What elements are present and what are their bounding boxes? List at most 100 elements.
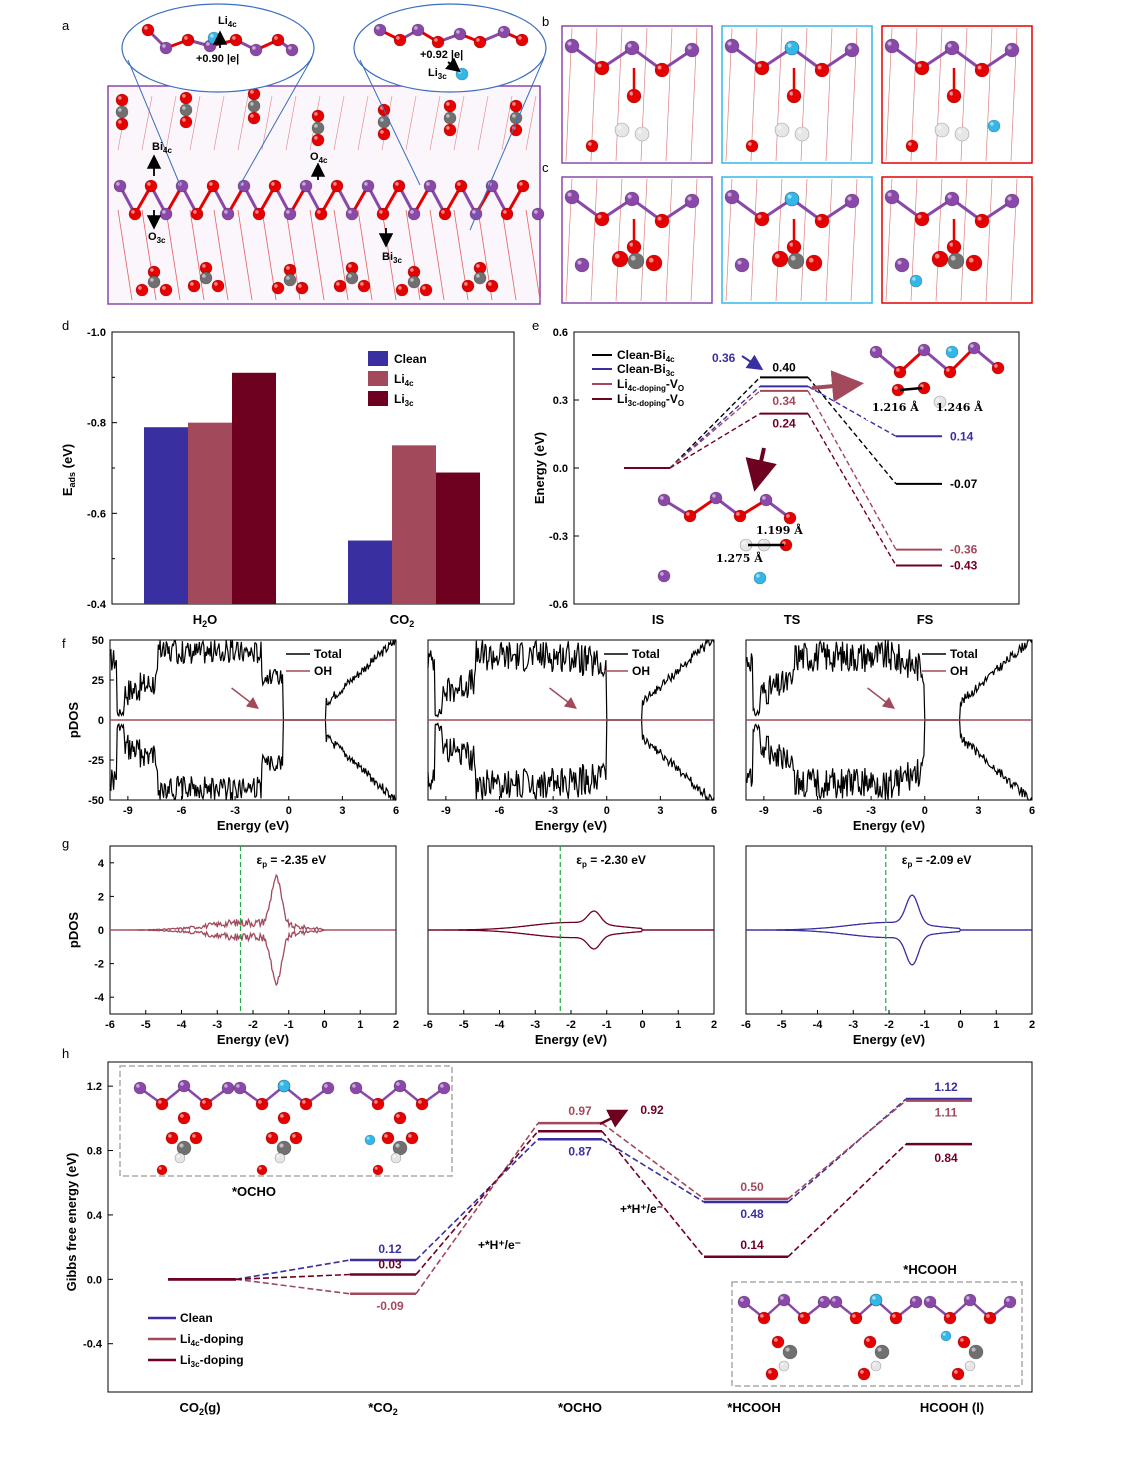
h-x-tick-co2g: CO2(g) <box>179 1400 220 1417</box>
wire-line <box>665 178 673 302</box>
c-atom <box>311 121 325 135</box>
wire-line <box>189 209 205 301</box>
o-atom-highlight <box>422 286 426 290</box>
label-charge-2: +0.92 |e| <box>420 49 463 61</box>
o-atom-highlight <box>946 1314 950 1318</box>
o-atom-highlight <box>286 266 290 270</box>
h-atom-highlight <box>872 1362 876 1366</box>
o-atom <box>135 283 149 297</box>
o-atom-highlight <box>162 286 166 290</box>
e-label-ts-li4c: 0.34 <box>772 394 796 408</box>
d-bar-Li4c-CO2 <box>392 445 436 604</box>
wire-line <box>590 27 598 162</box>
o-atom-highlight <box>588 142 592 146</box>
h-atom <box>934 122 950 138</box>
o-atom <box>190 207 204 221</box>
h-value-c2: 0.87 <box>568 1144 592 1158</box>
c-atom <box>443 111 457 125</box>
bi-atom-highlight <box>947 43 952 48</box>
bi-atom-highlight <box>440 1084 444 1088</box>
h-atom-highlight <box>937 125 942 130</box>
bi-atom <box>133 1081 147 1095</box>
c-atom-highlight <box>785 1347 790 1352</box>
e-inset-atoms <box>657 341 1005 585</box>
h-x-tick-ocho: *OCHO <box>558 1400 602 1415</box>
o-atom <box>754 211 770 227</box>
o-atom <box>256 1164 268 1176</box>
li-atom-highlight <box>756 574 760 578</box>
o-atom <box>392 179 406 193</box>
d-legend-li4c: Li4c <box>394 372 414 388</box>
bi-atom <box>564 38 580 54</box>
bi-atom-highlight <box>627 43 632 48</box>
e-arrow-to-inset-2 <box>745 447 777 492</box>
o-atom-highlight <box>398 286 402 290</box>
li-atom <box>869 1293 883 1307</box>
d-y-axis-label: Eads (eV) <box>60 444 77 496</box>
o-atom-highlight <box>786 514 790 518</box>
o-atom-highlight <box>147 182 151 186</box>
bi-atom <box>657 569 671 583</box>
bi-atom <box>1004 42 1020 58</box>
o-atom <box>683 509 697 523</box>
o-atom <box>893 365 907 379</box>
o-atom <box>733 509 747 523</box>
li-atom-highlight <box>912 277 916 281</box>
o-atom <box>405 1131 419 1145</box>
panel-h-free-energy: -0.40.00.40.81.2 0.120.03-0.090.970.870.… <box>64 1061 1033 1417</box>
o-atom-highlight <box>348 264 352 268</box>
g-x-tick-label: -6 <box>741 1019 751 1031</box>
bi-atom <box>373 23 387 37</box>
li-atom-highlight <box>280 1082 284 1086</box>
h-legend-clean: Clean <box>180 1311 213 1325</box>
h-connector-Li4c-doping <box>415 1122 539 1295</box>
c-atom <box>473 271 487 285</box>
o-atom-highlight <box>250 114 254 118</box>
o-atom-highlight <box>202 1100 206 1104</box>
o-atom <box>594 211 610 227</box>
o-atom <box>333 279 347 293</box>
bi-atom <box>285 43 299 57</box>
label-bi4c: Bi4c <box>152 141 172 155</box>
o-atom <box>797 1311 811 1325</box>
e-arrow-036 <box>741 354 764 371</box>
f-x-tick-label: -3 <box>866 805 876 817</box>
bi-atom-highlight <box>897 260 902 265</box>
h-atom <box>954 126 970 142</box>
wire-line <box>825 178 833 302</box>
o-atom <box>454 179 468 193</box>
zoom-bubble-left <box>121 3 315 93</box>
f-x-tick-label: -6 <box>813 805 823 817</box>
f-legend-oh: OH <box>314 664 332 678</box>
o-atom-highlight <box>503 210 507 214</box>
label-o3c: O3c <box>148 231 166 245</box>
h-value-l43: 0.50 <box>740 1180 764 1194</box>
g-x-tick-label: -6 <box>105 1019 115 1031</box>
li-atom <box>909 274 923 288</box>
o-atom <box>473 35 487 49</box>
o-atom-highlight <box>193 210 197 214</box>
o-atom <box>181 33 195 47</box>
f-total-dos-down <box>427 719 715 802</box>
f-x-tick-label: 0 <box>604 805 610 817</box>
h-connector-Li3c-doping <box>235 1273 351 1281</box>
h-value-c3: 0.48 <box>740 1207 764 1221</box>
panel-bc-snapshots <box>561 25 1033 304</box>
o-atom <box>585 139 599 153</box>
o-atom-highlight <box>757 214 762 219</box>
h-y-tick-label: 0.4 <box>87 1210 103 1222</box>
f-x-tick-label: -9 <box>759 805 769 817</box>
c-atom-highlight <box>971 1347 976 1352</box>
o-atom-highlight <box>374 1166 378 1170</box>
o-atom <box>271 281 285 295</box>
panel-label-e: e <box>532 318 539 333</box>
h-atom-highlight <box>617 125 622 130</box>
h-y-tick-label: -0.4 <box>83 1339 103 1351</box>
f-oh-arrow <box>231 687 259 710</box>
o-atom <box>393 1111 407 1125</box>
h-inset-label-ocho: *OCHO <box>232 1184 276 1199</box>
o-atom-highlight <box>302 1100 306 1104</box>
f-total-dos-up <box>427 638 715 721</box>
c-atom-highlight <box>630 255 636 261</box>
g-x-tick-label: -1 <box>284 1019 294 1031</box>
